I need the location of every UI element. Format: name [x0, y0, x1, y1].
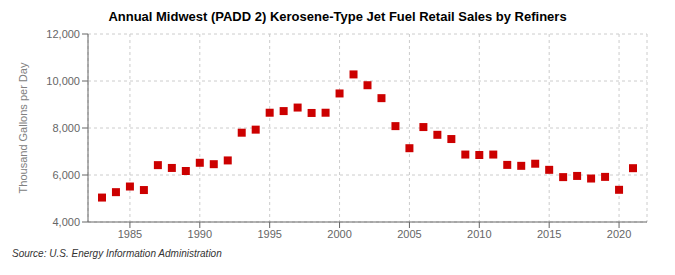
svg-text:2000: 2000 — [327, 228, 351, 240]
svg-text:10,000: 10,000 — [46, 75, 80, 87]
svg-text:2015: 2015 — [537, 228, 561, 240]
html-text:Annual Midwest (PADD 2) Kerose: Annual Midwest (PADD 2) Kerosene-Type Je… — [108, 9, 567, 24]
svg-text:6,000: 6,000 — [52, 169, 80, 181]
svg-text:12,000: 12,000 — [46, 28, 80, 40]
svg-text:8,000: 8,000 — [52, 122, 80, 134]
svg-text:2010: 2010 — [467, 228, 491, 240]
svg-text:4,000: 4,000 — [52, 216, 80, 228]
svg-text:1995: 1995 — [257, 228, 281, 240]
svg-text:2020: 2020 — [607, 228, 631, 240]
html-text:Source: U.S. Energy Informatio: Source: U.S. Energy Information Administ… — [12, 248, 222, 259]
svg-text:Thousand Gallons per Day: Thousand Gallons per Day — [17, 62, 29, 193]
svg-text:1985: 1985 — [118, 228, 142, 240]
svg-text:2005: 2005 — [397, 228, 421, 240]
svg-text:1990: 1990 — [188, 228, 212, 240]
